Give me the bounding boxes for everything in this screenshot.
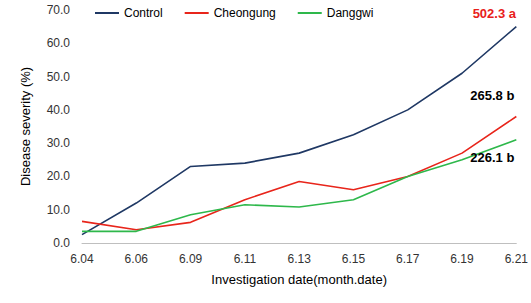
svg-text:6.17: 6.17 <box>396 252 420 266</box>
svg-text:6.11: 6.11 <box>234 252 257 266</box>
svg-text:Control: Control <box>124 6 163 20</box>
svg-text:6.06: 6.06 <box>125 252 149 266</box>
svg-text:50.0: 50.0 <box>47 70 71 84</box>
svg-text:Disease severity (%): Disease severity (%) <box>18 67 33 186</box>
svg-text:10.0: 10.0 <box>47 203 71 217</box>
svg-text:0.0: 0.0 <box>53 236 70 250</box>
svg-text:Investigation date(month.date): Investigation date(month.date) <box>211 272 387 287</box>
svg-text:6.13: 6.13 <box>287 252 311 266</box>
svg-text:226.1 b: 226.1 b <box>470 150 514 165</box>
svg-text:6.15: 6.15 <box>342 252 366 266</box>
svg-text:70.0: 70.0 <box>47 3 71 17</box>
svg-text:6.19: 6.19 <box>450 252 474 266</box>
svg-text:6.09: 6.09 <box>179 252 203 266</box>
svg-text:6.21: 6.21 <box>505 252 529 266</box>
svg-text:Cheongung: Cheongung <box>214 6 276 20</box>
svg-text:265.8 b: 265.8 b <box>470 88 514 103</box>
svg-text:502.3 a: 502.3 a <box>473 6 517 21</box>
svg-text:60.0: 60.0 <box>47 36 71 50</box>
svg-text:Danggwi: Danggwi <box>327 6 374 20</box>
svg-text:40.0: 40.0 <box>47 103 71 117</box>
svg-text:20.0: 20.0 <box>47 169 71 183</box>
svg-text:6.04: 6.04 <box>70 252 94 266</box>
svg-text:30.0: 30.0 <box>47 136 71 150</box>
